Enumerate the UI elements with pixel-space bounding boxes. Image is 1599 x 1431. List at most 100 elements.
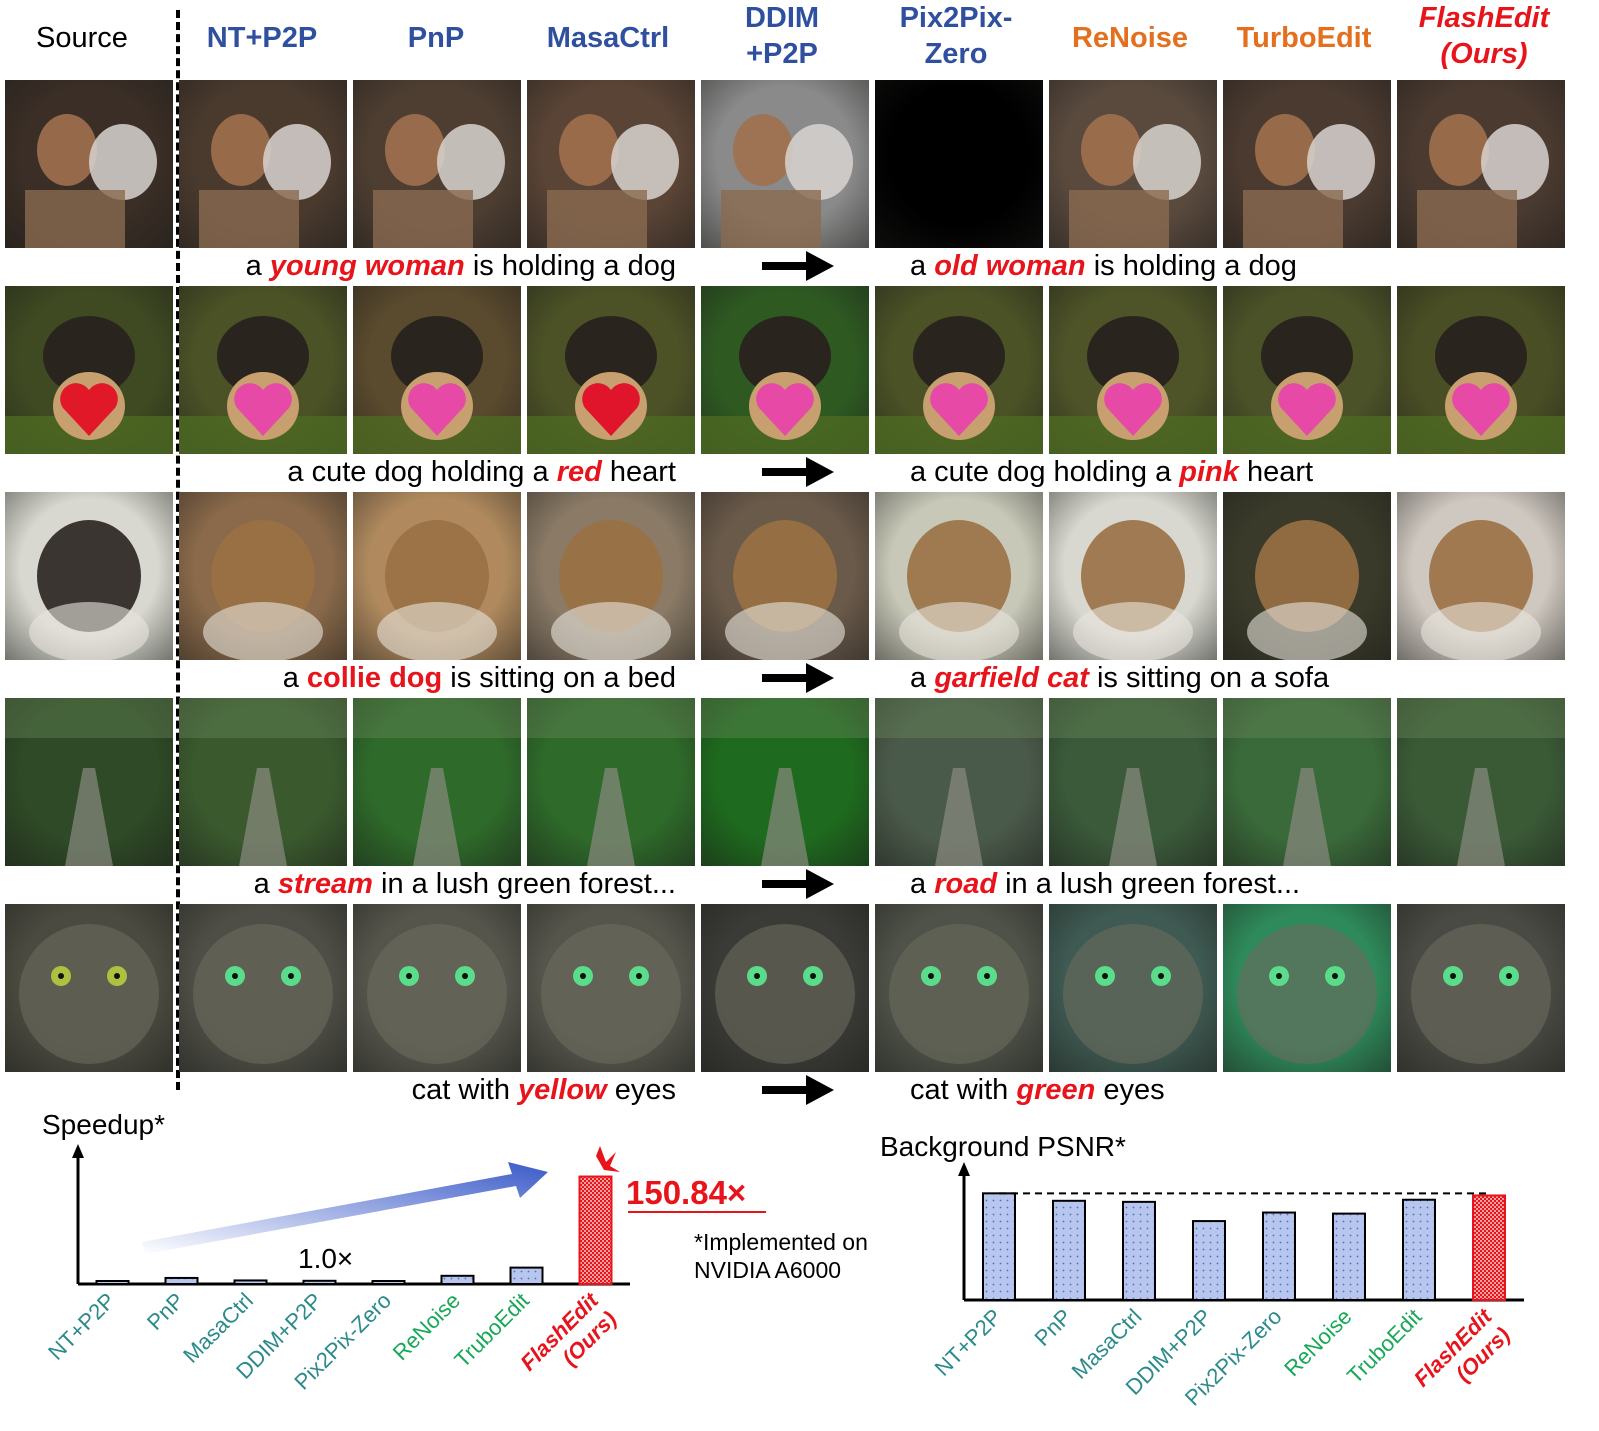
column-header-line: DDIM [744,2,820,34]
bar-0 [982,1192,1016,1301]
image-tile-r4-c0 [5,904,173,1072]
image-tile-r0-c5 [875,80,1043,248]
prompt-segment: heart [1238,456,1314,488]
bar-5 [1332,1212,1366,1301]
bar-0 [95,1280,130,1285]
source-divider [176,10,180,1090]
bar-3 [1192,1220,1226,1301]
column-header-7: TurboEdit [1214,20,1394,56]
image-tile-r3-c6 [1049,698,1217,866]
prompt-segment: garfield cat [934,662,1089,694]
edit-arrow-icon [762,663,834,693]
column-header-line: NT+P2P [206,22,318,54]
image-tile-r2-c4 [701,492,869,660]
category-label-1: PnP [1029,1304,1076,1351]
image-tile-r1-c7 [1223,286,1391,454]
prompt-segment: eyes [1095,1074,1165,1106]
prompt-segment: a [910,868,935,900]
bar-7 [578,1175,613,1285]
category-label-line: NT+P2P [43,1288,120,1365]
image-tile-r0-c1 [179,80,347,248]
prompt-segment: a [910,662,935,694]
speedup-value-label: 150.84× [626,1174,746,1211]
column-header-2: PnP [346,20,526,56]
edit-arrow-icon [762,457,834,487]
image-tile-r4-c3 [527,904,695,1072]
prompt-segment: is holding a dog [1085,250,1297,282]
category-label-line: NT+P2P [930,1304,1007,1381]
y-axis-arrow-icon [72,1144,84,1158]
bar-3 [302,1279,337,1285]
image-tile-r4-c8 [1397,904,1565,1072]
chart-title: Background PSNR* [880,1131,1126,1162]
speedup-trend-arrow-icon [142,1162,548,1254]
image-tile-r3-c8 [1397,698,1565,866]
bar-4 [1262,1211,1296,1301]
image-tile-r1-c5 [875,286,1043,454]
category-label-7: FlashEdit(Ours) [515,1287,621,1376]
image-tile-r3-c5 [875,698,1043,866]
image-tile-r2-c0 [5,492,173,660]
column-header-line: Zero [924,38,988,70]
bar-4 [371,1280,406,1285]
prompt-left-1: a cute dog holding a red heart [287,454,676,490]
column-header-line: Pix2Pix- [899,2,1013,34]
image-tile-r3-c3 [527,698,695,866]
image-tile-r2-c8 [1397,492,1565,660]
star-icon [596,1146,620,1172]
prompt-segment: pink [1179,456,1239,488]
image-tile-r2-c3 [527,492,695,660]
image-tile-r1-c6 [1049,286,1217,454]
image-tile-r0-c7 [1223,80,1391,248]
prompt-segment: a [910,250,935,282]
prompt-segment: cat with [411,1074,519,1106]
image-tile-r2-c1 [179,492,347,660]
prompt-segment: is sitting on a bed [442,662,676,694]
prompt-segment: road [934,868,998,900]
prompt-left-3: a stream in a lush green forest... [254,866,676,902]
prompt-segment: stream [277,868,373,900]
speedup-chart: Speedup*NT+P2P PnPMasaCtrlDDIM+P2PPix2Pix… [42,1109,868,1395]
prompt-segment: is sitting on a sofa [1088,662,1330,694]
image-tile-r2-c6 [1049,492,1217,660]
bar-2 [1122,1200,1156,1301]
chart-title: Speedup* [42,1109,165,1140]
prompt-right-2: a garfield cat is sitting on a sofa [910,660,1329,696]
prompt-segment: young woman [269,250,465,282]
category-label-0: NT+P2P [43,1288,120,1365]
image-tile-r4-c2 [353,904,521,1072]
image-tile-r2-c2 [353,492,521,660]
category-label-line: PnP [142,1288,189,1335]
column-header-line: TurboEdit [1236,22,1372,54]
prompt-segment: is holding a dog [464,250,676,282]
prompt-segment: heart [601,456,676,488]
column-header-3: MasaCtrl [518,20,698,56]
prompt-segment: red [556,456,602,488]
image-tile-r1-c1 [179,286,347,454]
bar-6 [1402,1198,1436,1301]
prompt-segment: yellow [518,1074,607,1106]
edit-arrow-icon [762,1075,834,1105]
image-tile-r1-c8 [1397,286,1565,454]
image-tile-r0-c6 [1049,80,1217,248]
bar-2 [233,1279,268,1285]
category-label-line: PnP [1029,1304,1076,1351]
prompt-segment: in a lush green forest... [372,868,676,900]
prompt-segment: eyes [606,1074,676,1106]
hardware-note: NVIDIA A6000 [694,1257,841,1283]
image-tile-r3-c4 [701,698,869,866]
baseline-speed-label: 1.0× [298,1243,353,1274]
image-tile-r1-c2 [353,286,521,454]
prompt-segment: a cute dog holding a [287,456,557,488]
edit-arrow-icon [762,251,834,281]
prompt-left-4: cat with yellow eyes [412,1072,676,1108]
image-tile-r0-c3 [527,80,695,248]
column-header-line: FlashEdit [1418,2,1550,34]
image-tile-r3-c2 [353,698,521,866]
prompt-left-0: a young woman is holding a dog [246,248,676,284]
prompt-segment: a cute dog holding a [910,456,1180,488]
category-label-1: PnP [142,1288,189,1335]
tile-fill [875,80,1043,248]
column-header-0: Source [0,20,172,56]
bar-6 [509,1266,544,1286]
